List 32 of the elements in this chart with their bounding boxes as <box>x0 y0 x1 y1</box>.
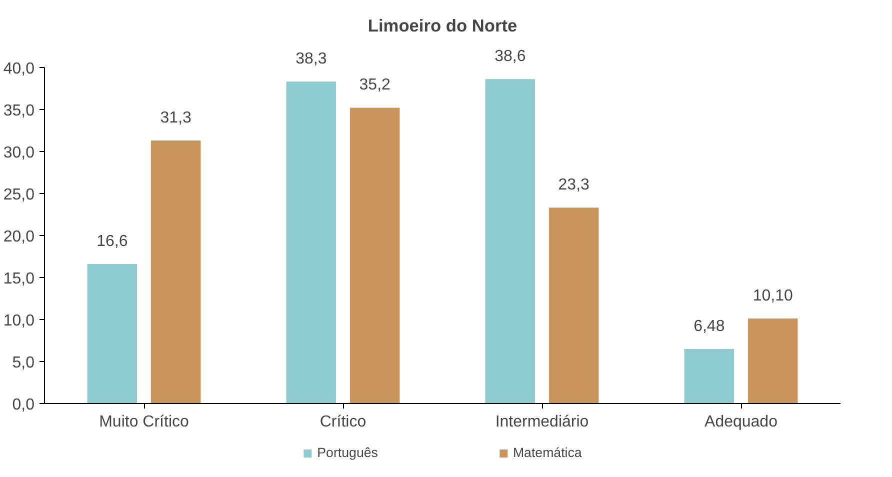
data-label: 31,3 <box>160 109 192 126</box>
bar <box>286 82 336 404</box>
y-tick-label: 20,0 <box>3 228 35 246</box>
bar <box>548 208 599 404</box>
y-tick-label: 5,0 <box>12 354 35 372</box>
y-tick-label: 30,0 <box>3 144 35 162</box>
x-tick-label: Intermediário <box>495 413 589 430</box>
y-tick-label: 35,0 <box>3 102 35 120</box>
data-label: 10,10 <box>752 288 793 305</box>
data-label: 38,6 <box>494 48 526 66</box>
bar <box>684 348 734 404</box>
bar <box>150 140 201 404</box>
y-tick-label: 25,0 <box>3 186 35 204</box>
y-tick-label: 40,0 <box>3 60 35 78</box>
y-tick-label: 10,0 <box>3 312 35 330</box>
bar <box>87 264 138 404</box>
data-label: 16,6 <box>96 232 128 250</box>
legend-label: Português <box>317 445 378 460</box>
y-tick-label: 0,0 <box>12 396 35 414</box>
x-tick-label: Adequado <box>704 413 778 430</box>
x-tick-label: Crítico <box>320 413 366 430</box>
data-label: 35,2 <box>359 76 391 94</box>
data-label: 23,3 <box>558 176 590 194</box>
bar <box>350 108 400 404</box>
data-label: 6,48 <box>694 318 725 335</box>
x-tick-label: Muito Crítico <box>99 413 189 430</box>
y-tick-label: 15,0 <box>3 270 35 288</box>
bar <box>748 318 798 404</box>
data-label: 38,3 <box>296 50 327 68</box>
chart-title: Limoeiro do Norte <box>368 16 518 36</box>
legend-label: Matemática <box>512 445 582 460</box>
bar <box>485 79 536 404</box>
